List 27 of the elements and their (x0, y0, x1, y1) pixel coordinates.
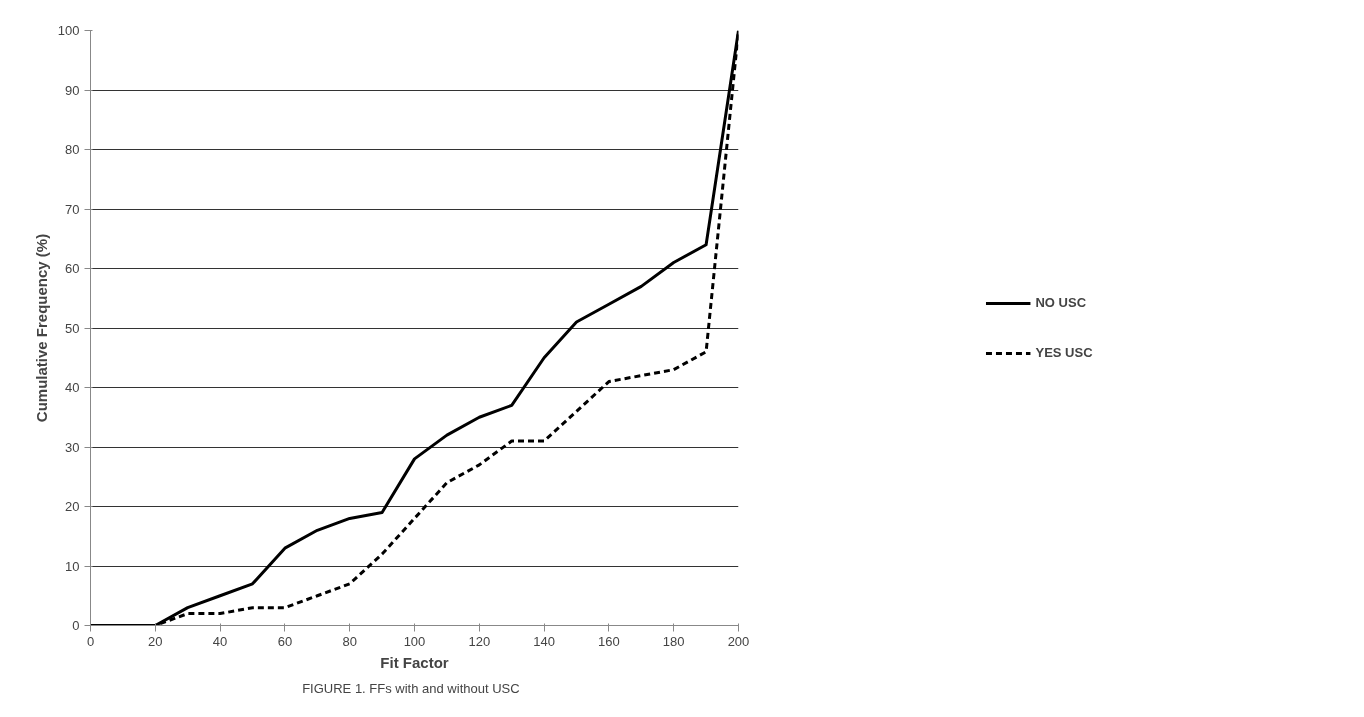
x-tick-label: 0 (86, 633, 95, 649)
y-tick-label: 10 (65, 558, 80, 574)
y-tick-label: 40 (65, 380, 80, 395)
legend-label: YES USC (1035, 345, 1093, 360)
y-tick-label: 0 (72, 618, 80, 633)
x-tick-label: 200 (727, 633, 750, 649)
y-tick-label: 90 (65, 82, 80, 98)
x-tick-label: 120 (468, 633, 491, 649)
x-tick-label: 180 (662, 633, 685, 649)
y-tick-label: 100 (57, 23, 80, 38)
x-axis-title: Fit Factor (380, 653, 449, 671)
x-tick-label: 80 (342, 633, 357, 649)
y-tick-label: 30 (65, 439, 80, 455)
caption: FIGURE 1. FFs with and without USC (302, 680, 520, 696)
x-tick-label: 20 (148, 633, 163, 649)
x-tick-label: 140 (533, 633, 555, 649)
y-tick-label: 70 (65, 201, 80, 217)
y-axis-title: Cumulative Frequency (%) (32, 233, 50, 423)
x-tick-label: 160 (598, 633, 620, 649)
legend-label: NO USC (1035, 295, 1087, 310)
y-tick-label: 60 (65, 261, 80, 276)
y-tick-label: 20 (65, 499, 80, 514)
x-tick-label: 60 (277, 633, 293, 649)
x-tick-label: 40 (212, 633, 228, 649)
x-tick-label: 100 (403, 633, 426, 649)
y-tick-label: 50 (65, 320, 80, 336)
y-tick-label: 80 (65, 142, 80, 157)
